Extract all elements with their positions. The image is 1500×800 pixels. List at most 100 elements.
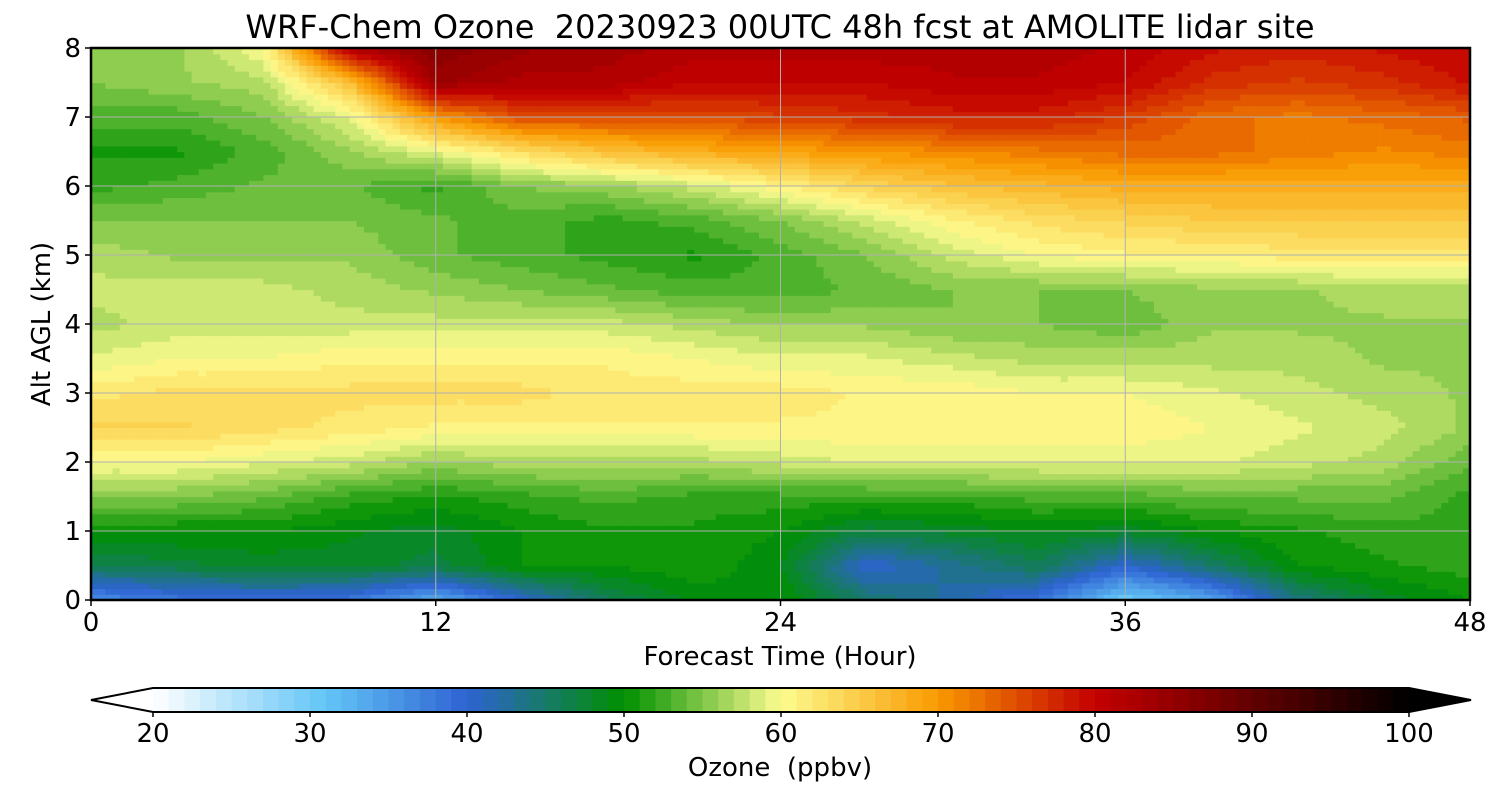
heatmap-cell	[601, 554, 609, 560]
heatmap-cell	[1355, 508, 1363, 514]
heatmap-cell	[436, 462, 444, 468]
heatmap-cell	[127, 508, 135, 514]
heatmap-cell	[572, 468, 580, 474]
heatmap-cell	[788, 560, 796, 566]
heatmap-cell	[974, 577, 982, 583]
heatmap-cell	[831, 468, 839, 474]
heatmap-cell	[982, 571, 990, 577]
heatmap-cell	[105, 589, 113, 595]
heatmap-cell	[1369, 531, 1377, 537]
heatmap-cell	[371, 560, 379, 566]
heatmap-cell	[946, 485, 954, 491]
heatmap-cell	[350, 468, 358, 474]
heatmap-cell	[924, 462, 932, 468]
heatmap-cell	[113, 560, 121, 566]
heatmap-cell	[960, 451, 968, 457]
heatmap-cell	[680, 531, 688, 537]
heatmap-cell	[781, 491, 789, 497]
heatmap-cell	[1132, 554, 1140, 560]
heatmap-cell	[579, 537, 587, 543]
heatmap-cell	[852, 560, 860, 566]
heatmap-cell	[105, 479, 113, 485]
heatmap-cell	[105, 577, 113, 583]
heatmap-cell	[357, 543, 365, 549]
heatmap-cell	[1334, 531, 1342, 537]
heatmap-cell	[1190, 491, 1198, 497]
heatmap-cell	[601, 462, 609, 468]
heatmap-cell	[1125, 543, 1133, 549]
heatmap-cell	[1319, 560, 1327, 566]
heatmap-cell	[400, 548, 408, 554]
heatmap-cell	[816, 468, 824, 474]
heatmap-cell	[824, 474, 832, 480]
heatmap-cell	[278, 566, 286, 572]
heatmap-cell	[436, 577, 444, 583]
heatmap-cell	[429, 566, 437, 572]
heatmap-cell	[1003, 468, 1011, 474]
heatmap-cell	[974, 491, 982, 497]
heatmap-cell	[1233, 589, 1241, 595]
heatmap-cell	[1010, 583, 1018, 589]
heatmap-cell	[371, 468, 379, 474]
heatmap-cell	[1132, 548, 1140, 554]
heatmap-cell	[371, 514, 379, 520]
heatmap-cell	[795, 508, 803, 514]
heatmap-cell	[1355, 577, 1363, 583]
heatmap-cell	[278, 491, 286, 497]
heatmap-cell	[321, 502, 329, 508]
heatmap-cell	[192, 537, 200, 543]
heatmap-cell	[486, 531, 494, 537]
heatmap-cell	[716, 537, 724, 543]
heatmap-cell	[1362, 514, 1370, 520]
heatmap-cell	[1125, 577, 1133, 583]
heatmap-cell	[759, 451, 767, 457]
heatmap-cell	[134, 514, 142, 520]
heatmap-cell	[120, 508, 128, 514]
heatmap-cell	[1362, 462, 1370, 468]
heatmap-cell	[134, 537, 142, 543]
heatmap-cell	[414, 508, 422, 514]
heatmap-cell	[1097, 560, 1105, 566]
heatmap-cell	[1255, 566, 1263, 572]
heatmap-cell	[314, 531, 322, 537]
heatmap-cell	[148, 462, 156, 468]
heatmap-cell	[781, 531, 789, 537]
heatmap-cell	[192, 479, 200, 485]
heatmap-cell	[1348, 514, 1356, 520]
heatmap-cell	[594, 491, 602, 497]
heatmap-cell	[1413, 497, 1421, 503]
heatmap-cell	[357, 571, 365, 577]
heatmap-cell	[1434, 531, 1442, 537]
heatmap-cell	[1441, 514, 1449, 520]
heatmap-cell	[1319, 571, 1327, 577]
heatmap-cell	[838, 577, 846, 583]
heatmap-cell	[227, 589, 235, 595]
heatmap-cell	[910, 543, 918, 549]
heatmap-cell	[630, 566, 638, 572]
heatmap-cell	[1456, 554, 1464, 560]
heatmap-cell	[328, 554, 336, 560]
heatmap-cell	[184, 577, 192, 583]
heatmap-cell	[1369, 468, 1377, 474]
heatmap-cell	[1125, 514, 1133, 520]
heatmap-cell	[759, 554, 767, 560]
heatmap-cell	[199, 531, 207, 537]
heatmap-cell	[917, 537, 925, 543]
heatmap-cell	[1240, 531, 1248, 537]
heatmap-cell	[1025, 462, 1033, 468]
heatmap-cell	[730, 548, 738, 554]
heatmap-cell	[443, 571, 451, 577]
heatmap-cell	[350, 508, 358, 514]
heatmap-cell	[479, 589, 487, 595]
heatmap-cell	[1326, 571, 1334, 577]
heatmap-cell	[479, 451, 487, 457]
heatmap-cell	[723, 462, 731, 468]
heatmap-cell	[766, 589, 774, 595]
heatmap-cell	[701, 566, 709, 572]
heatmap-cell	[924, 502, 932, 508]
heatmap-cell	[622, 502, 630, 508]
heatmap-cell	[342, 479, 350, 485]
heatmap-cell	[1377, 497, 1385, 503]
heatmap-cell	[910, 462, 918, 468]
heatmap-cell	[1262, 537, 1270, 543]
